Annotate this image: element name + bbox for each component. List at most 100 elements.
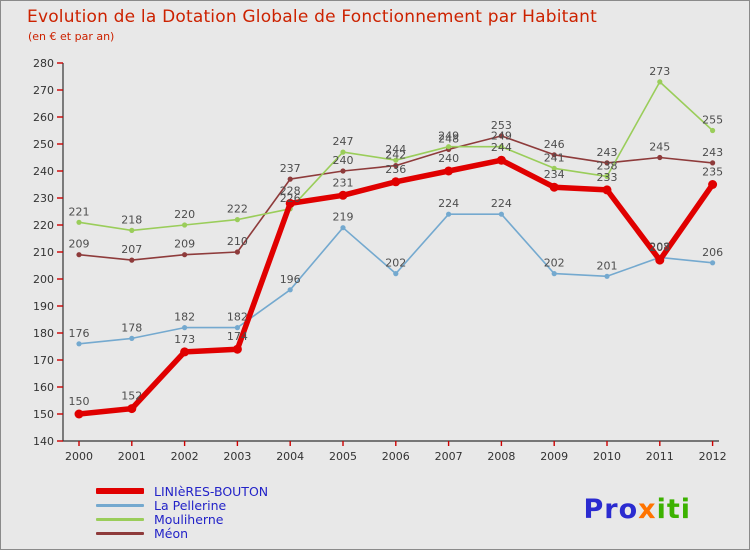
value-label: 234 <box>544 168 565 181</box>
y-tick-label: 190 <box>33 300 54 313</box>
data-point <box>604 273 610 279</box>
x-tick-label: 2005 <box>329 450 357 463</box>
value-label: 233 <box>597 171 618 184</box>
value-label: 248 <box>438 132 459 145</box>
value-label: 236 <box>385 163 406 176</box>
data-point <box>76 252 82 258</box>
x-tick-label: 2012 <box>699 450 727 463</box>
data-point <box>393 157 399 163</box>
value-label: 173 <box>174 333 195 346</box>
data-point <box>604 160 610 166</box>
data-point <box>287 287 293 293</box>
value-label: 152 <box>121 390 142 403</box>
value-label: 220 <box>174 208 195 221</box>
y-tick-label: 250 <box>33 138 54 151</box>
data-point <box>657 154 663 161</box>
legend-item: Méon <box>96 526 268 540</box>
value-label: 273 <box>649 65 670 78</box>
legend-item: Mouliherne <box>96 512 268 526</box>
y-tick-label: 280 <box>33 57 54 70</box>
value-label: 242 <box>385 149 406 162</box>
value-label: 244 <box>385 143 406 156</box>
x-tick-label: 2007 <box>435 450 463 463</box>
data-point <box>391 177 401 187</box>
value-label: 196 <box>280 273 301 286</box>
y-tick-label: 240 <box>33 165 54 178</box>
chart-legend: LINIèRES-BOUTON La Pellerine Mouliherne Méo… <box>96 484 268 540</box>
value-label: 253 <box>491 119 512 132</box>
data-point <box>551 165 557 171</box>
data-point <box>710 127 716 134</box>
data-point <box>604 173 610 179</box>
y-tick-label: 230 <box>33 192 54 205</box>
value-label: 249 <box>491 130 512 143</box>
data-point <box>710 260 716 266</box>
value-label: 237 <box>280 162 301 175</box>
value-label: 235 <box>702 166 723 179</box>
value-label: 176 <box>69 327 90 340</box>
data-point <box>76 219 82 225</box>
legend-line-sample <box>96 488 144 494</box>
data-point <box>444 166 454 176</box>
x-tick-label: 2008 <box>487 450 515 463</box>
y-tick-label: 270 <box>33 84 54 97</box>
legend-item: LINIèRES-BOUTON <box>96 484 268 498</box>
data-point <box>340 225 346 231</box>
data-point <box>182 325 188 331</box>
data-point <box>127 404 137 414</box>
legend-line-sample <box>96 503 144 507</box>
chart-title: Evolution de la Dotation Globale de Fonc… <box>27 7 597 27</box>
logo-text-part: iti <box>656 494 691 525</box>
value-label: 255 <box>702 114 723 127</box>
data-point <box>708 180 718 189</box>
value-label: 209 <box>174 238 195 251</box>
data-point <box>129 257 135 263</box>
value-label: 221 <box>69 205 90 218</box>
value-label: 201 <box>597 259 618 272</box>
data-point <box>551 152 557 158</box>
data-point <box>338 190 348 200</box>
value-label: 150 <box>69 395 90 408</box>
axes <box>62 63 719 442</box>
value-label: 244 <box>491 141 512 154</box>
value-label: 182 <box>174 311 195 324</box>
value-label: 222 <box>227 203 248 216</box>
data-point <box>710 160 716 166</box>
data-point <box>498 211 504 217</box>
legend-item: La Pellerine <box>96 498 268 512</box>
data-point <box>446 211 452 217</box>
value-label: 210 <box>227 235 248 248</box>
value-label: 182 <box>227 311 248 324</box>
value-label: 219 <box>333 211 354 224</box>
value-label: 207 <box>121 243 142 256</box>
data-point <box>182 252 188 258</box>
legend-line-sample <box>96 531 144 535</box>
y-tick-label: 170 <box>33 354 54 367</box>
x-tick-label: 2000 <box>65 450 93 463</box>
y-tick-label: 160 <box>33 381 54 394</box>
data-point <box>496 155 506 165</box>
y-tick-label: 220 <box>33 219 54 232</box>
value-label: 231 <box>333 176 354 189</box>
value-label: 245 <box>649 141 670 154</box>
value-label: 226 <box>280 192 301 205</box>
y-tick-label: 180 <box>33 327 54 340</box>
logo-text-part: Pro <box>583 494 639 525</box>
value-label: 246 <box>544 138 565 151</box>
value-label: 178 <box>121 321 142 334</box>
data-point <box>234 217 240 223</box>
y-tick-label: 140 <box>33 435 54 448</box>
data-point <box>74 409 84 419</box>
x-tick-label: 2003 <box>223 450 251 463</box>
x-tick-label: 2001 <box>118 450 146 463</box>
data-point <box>182 222 188 228</box>
legend-label: La Pellerine <box>154 497 227 513</box>
x-tick-label: 2004 <box>276 450 304 463</box>
proxiti-logo: Proxiti <box>584 494 692 525</box>
data-point <box>393 163 399 169</box>
data-point <box>340 149 346 155</box>
value-label: 218 <box>121 213 142 226</box>
legend-label: Mouliherne <box>154 511 224 527</box>
chart-subtitle: (en € et par an) <box>28 30 115 43</box>
